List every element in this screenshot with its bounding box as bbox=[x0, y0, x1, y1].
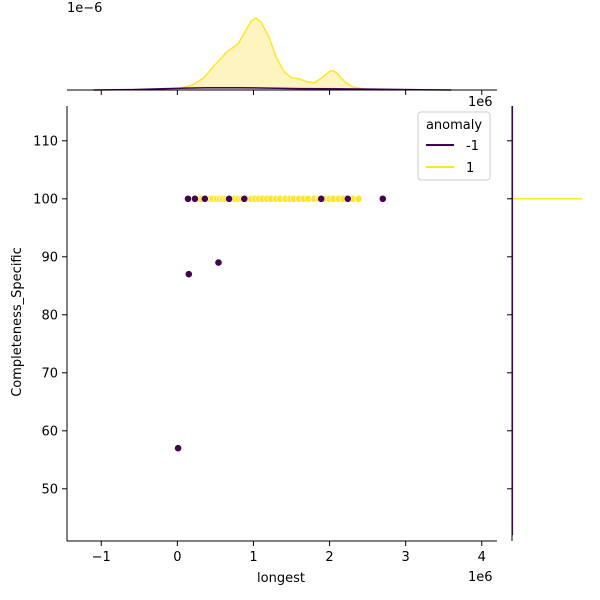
scatter-point bbox=[378, 194, 387, 203]
x-tick-label: 3 bbox=[402, 550, 410, 565]
top-marginal-ticks bbox=[100, 90, 483, 95]
scatter-point bbox=[184, 270, 193, 279]
y-tick-label: 80 bbox=[41, 308, 58, 323]
top-marginal-curve bbox=[93, 86, 452, 91]
top-marginal-offset-label: 1e−6 bbox=[67, 1, 102, 16]
top-marginal: 1e−6 bbox=[67, 1, 497, 95]
legend-label-1: 1 bbox=[466, 161, 474, 176]
top-marginal-curves bbox=[93, 17, 452, 91]
scatter-point bbox=[317, 194, 326, 203]
x-tick-label: −1 bbox=[92, 550, 111, 565]
scatter-point bbox=[343, 194, 352, 203]
scatter-point bbox=[240, 194, 249, 203]
legend-title: anomaly bbox=[426, 118, 482, 133]
y-ticks: 50 60 70 80 90 100 110 bbox=[33, 134, 67, 497]
right-marginal-curves bbox=[511, 106, 582, 536]
x-tick-label: 0 bbox=[173, 550, 181, 565]
y-tick-label: 70 bbox=[41, 366, 58, 381]
x-tick-label: 4 bbox=[478, 550, 486, 565]
scatter-point bbox=[354, 194, 363, 203]
x-axis-offset-label: 1e6 bbox=[468, 570, 493, 585]
scatter-point bbox=[200, 194, 209, 203]
x-axis-label: longest bbox=[257, 571, 305, 586]
scatter-point bbox=[225, 194, 233, 203]
legend-label-neg1: -1 bbox=[466, 139, 479, 154]
legend: anomaly -1 1 bbox=[417, 111, 491, 181]
y-tick-label: 50 bbox=[41, 482, 58, 497]
y-axis-label: Completeness_Specific bbox=[10, 247, 25, 397]
scatter-point bbox=[190, 194, 199, 203]
y-tick-label: 110 bbox=[33, 134, 58, 149]
main-plot: −1 0 1 2 3 4 50 60 70 80 90 100 110 longest 1e6 Com… bbox=[10, 106, 497, 586]
scatter-points bbox=[174, 194, 387, 453]
scatter-point bbox=[184, 194, 192, 203]
scatter-point bbox=[214, 258, 223, 267]
scatter-point bbox=[174, 444, 182, 453]
top-marginal-fill bbox=[146, 18, 383, 90]
top-marginal-curve bbox=[146, 17, 383, 91]
right-marginal: 1e6 bbox=[468, 95, 582, 541]
y-tick-label: 90 bbox=[41, 250, 58, 265]
x-ticks: −1 0 1 2 3 4 bbox=[92, 541, 486, 565]
y-tick-label: 100 bbox=[33, 192, 58, 207]
y-tick-label: 60 bbox=[41, 424, 58, 439]
right-marginal-ticks bbox=[507, 140, 512, 490]
x-tick-label: 1 bbox=[249, 550, 257, 565]
right-marginal-offset-label: 1e6 bbox=[468, 95, 493, 110]
x-tick-label: 2 bbox=[325, 550, 333, 565]
